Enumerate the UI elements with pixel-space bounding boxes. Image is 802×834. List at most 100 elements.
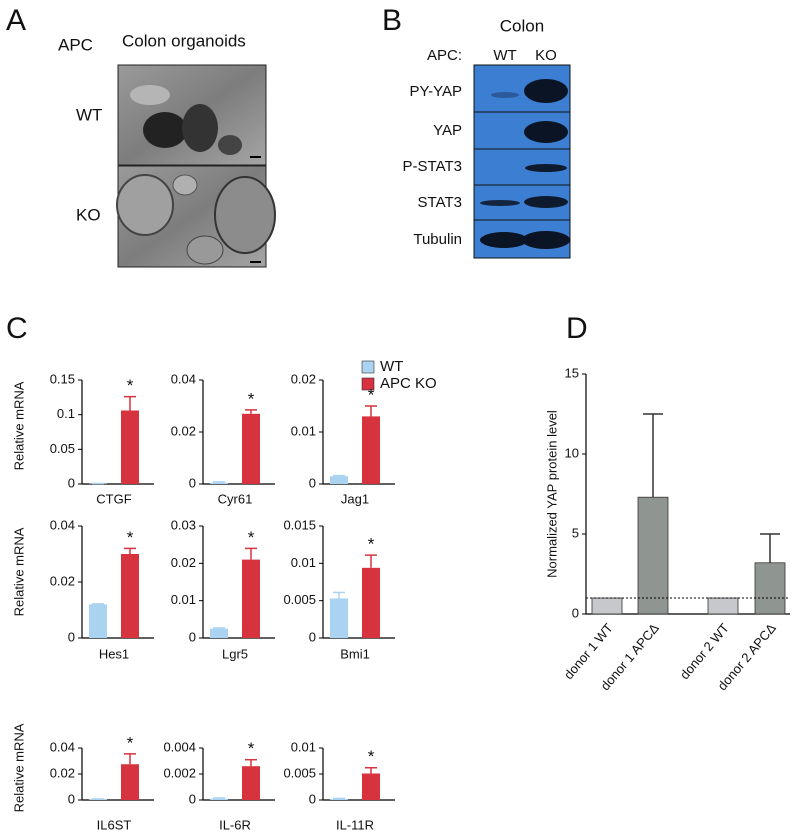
y-tick-label: 0.04 bbox=[171, 371, 196, 386]
bar bbox=[242, 766, 260, 800]
y-tick-label: 0 bbox=[68, 475, 75, 490]
y-tick-label: 15 bbox=[565, 365, 579, 380]
bar bbox=[362, 567, 380, 638]
bar bbox=[242, 559, 260, 638]
significance-mark: * bbox=[248, 739, 255, 758]
significance-mark: * bbox=[368, 385, 375, 404]
x-axis-label: IL-11R bbox=[336, 817, 374, 832]
row-label: PY-YAP bbox=[409, 83, 462, 100]
column-label: KO bbox=[535, 47, 557, 64]
y-tick-label: 0.04 bbox=[50, 517, 75, 532]
y-tick-label: 0.02 bbox=[171, 423, 196, 438]
column-header: APC: bbox=[427, 47, 462, 64]
y-tick-label: 0.02 bbox=[171, 555, 196, 570]
y-tick-label: 0.02 bbox=[50, 765, 75, 780]
y-tick-label: 0.02 bbox=[291, 371, 316, 386]
y-tick-label: 0 bbox=[309, 791, 316, 806]
bar bbox=[210, 628, 228, 638]
western-blot bbox=[473, 64, 571, 259]
y-tick-label: 0 bbox=[68, 791, 75, 806]
y-tick-label: 0 bbox=[189, 475, 196, 490]
bar bbox=[637, 496, 669, 615]
bar bbox=[121, 410, 139, 484]
significance-mark: * bbox=[127, 733, 134, 752]
row-label: Tubulin bbox=[413, 231, 462, 248]
bar bbox=[89, 604, 107, 638]
bar bbox=[210, 798, 228, 800]
row-header: APC bbox=[58, 35, 93, 54]
y-tick-label: 0 bbox=[309, 475, 316, 490]
y-tick-label: 5 bbox=[572, 525, 579, 540]
y-tick-label: 0.02 bbox=[50, 573, 75, 588]
y-tick-label: 0.15 bbox=[50, 371, 75, 386]
significance-mark: * bbox=[368, 747, 375, 766]
y-axis-label: Relative mRNA bbox=[11, 381, 26, 470]
y-axis-label: Relative mRNA bbox=[11, 527, 26, 616]
x-axis-label: CTGF bbox=[96, 491, 131, 506]
bar bbox=[210, 482, 228, 484]
bar bbox=[330, 598, 348, 638]
x-axis-label: IL6ST bbox=[97, 817, 132, 832]
panel-label: D bbox=[566, 312, 588, 345]
micrograph-wt bbox=[117, 64, 267, 166]
bar bbox=[362, 773, 380, 800]
bar bbox=[242, 413, 260, 484]
bar bbox=[330, 476, 348, 484]
significance-mark: * bbox=[368, 535, 375, 554]
x-axis-label: IL-6R bbox=[219, 817, 251, 832]
row-label: YAP bbox=[433, 122, 462, 139]
y-tick-label: 0 bbox=[309, 629, 316, 644]
bar bbox=[362, 416, 380, 484]
panel-label: B bbox=[382, 4, 402, 37]
y-tick-label: 0.002 bbox=[163, 765, 196, 780]
y-tick-label: 0 bbox=[572, 605, 579, 620]
x-axis-label: Jag1 bbox=[341, 491, 369, 506]
bar bbox=[591, 597, 623, 615]
panel-title: Colon organoids bbox=[122, 31, 246, 50]
y-tick-label: 10 bbox=[565, 445, 579, 460]
y-tick-label: 0.04 bbox=[50, 739, 75, 754]
micrograph-ko bbox=[116, 165, 276, 268]
bar bbox=[707, 597, 739, 615]
panel-title: Colon bbox=[500, 16, 544, 35]
y-tick-label: 0.01 bbox=[291, 739, 316, 754]
panel-label: C bbox=[6, 312, 28, 345]
legend-swatch bbox=[361, 360, 375, 374]
legend-label: APC KO bbox=[380, 375, 437, 392]
row-label: STAT3 bbox=[418, 194, 462, 211]
y-tick-label: 0.05 bbox=[50, 441, 75, 456]
y-tick-label: 0 bbox=[189, 791, 196, 806]
y-tick-label: 0 bbox=[68, 629, 75, 644]
y-tick-label: 0.01 bbox=[291, 423, 316, 438]
significance-mark: * bbox=[127, 376, 134, 395]
significance-mark: * bbox=[127, 528, 134, 547]
y-axis-label: Relative mRNA bbox=[11, 723, 26, 812]
y-tick-label: 0.004 bbox=[163, 739, 196, 754]
x-axis-label: Lgr5 bbox=[222, 646, 248, 661]
row-label: P-STAT3 bbox=[403, 158, 462, 175]
y-tick-label: 0.005 bbox=[283, 592, 316, 607]
legend-swatch bbox=[361, 377, 375, 391]
y-tick-label: 0.01 bbox=[291, 555, 316, 570]
significance-mark: * bbox=[248, 389, 255, 408]
bar bbox=[121, 554, 139, 638]
row-label: KO bbox=[76, 205, 101, 224]
x-axis-label: Bmi1 bbox=[340, 646, 370, 661]
bar bbox=[121, 764, 139, 800]
legend-label: WT bbox=[380, 358, 403, 375]
y-axis-label: Normalized YAP protein level bbox=[544, 410, 559, 578]
y-tick-label: 0.005 bbox=[283, 765, 316, 780]
x-axis-label: Cyr61 bbox=[218, 491, 253, 506]
y-tick-label: 0.03 bbox=[171, 517, 196, 532]
panel-label: A bbox=[6, 4, 26, 37]
bar bbox=[754, 562, 786, 615]
column-label: WT bbox=[493, 47, 516, 64]
y-tick-label: 0 bbox=[189, 629, 196, 644]
y-tick-label: 0.01 bbox=[171, 592, 196, 607]
significance-mark: * bbox=[248, 528, 255, 547]
y-tick-label: 0.1 bbox=[57, 406, 75, 421]
bar bbox=[330, 798, 348, 800]
x-axis-label: Hes1 bbox=[99, 646, 129, 661]
row-label: WT bbox=[76, 105, 102, 124]
